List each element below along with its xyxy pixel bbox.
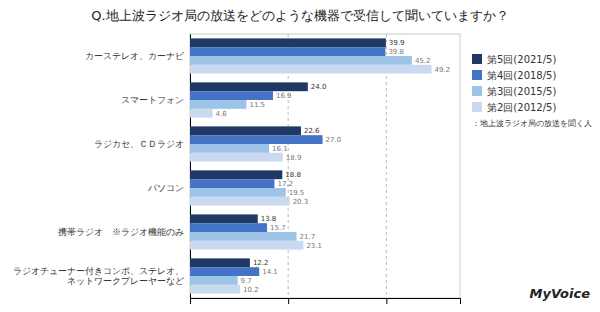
y-axis: カーステレオ、カーナビスマートフォンラジカセ、ＣＤラジオパソコン携帯ラジオ ※ラ… xyxy=(13,35,191,299)
legend-swatch xyxy=(472,54,482,64)
chart: カーステレオ、カーナビスマートフォンラジカセ、ＣＤラジオパソコン携帯ラジオ ※ラ… xyxy=(0,0,600,312)
bar xyxy=(190,100,246,109)
legend-label: 第2回(2012/5) xyxy=(487,102,556,113)
data-label: 4.6 xyxy=(216,110,228,118)
data-label: 49.2 xyxy=(435,66,451,74)
series-bars xyxy=(190,47,385,276)
y-tick: ラジカセ、ＣＤラジオ xyxy=(94,139,184,149)
bar xyxy=(190,91,273,100)
y-tick-label: 携帯ラジオ ※ラジオ機能のみ xyxy=(58,227,184,237)
data-label: 23.1 xyxy=(306,242,322,250)
data-label: 9.7 xyxy=(241,277,252,285)
data-label: 27.0 xyxy=(326,136,342,144)
x-tick xyxy=(386,298,387,304)
y-tick-label: ラジオチューナー付きコンポ、ステレオ、ネットワークプレーヤーなど xyxy=(13,266,184,286)
series-bars xyxy=(190,56,412,285)
y-tick: カーステレオ、カーナビ xyxy=(85,51,185,61)
data-label: 14.1 xyxy=(262,268,278,276)
bar xyxy=(190,223,267,232)
x-tick xyxy=(288,298,289,304)
legend-swatch xyxy=(472,70,482,80)
bar xyxy=(190,197,290,206)
bar xyxy=(190,82,308,91)
bar xyxy=(190,65,432,74)
data-label: 10.2 xyxy=(243,286,259,294)
legend-label: 第5回(2021/5) xyxy=(487,54,556,65)
legend-item: 第2回(2012/5) xyxy=(472,102,556,113)
data-label: 24.0 xyxy=(311,83,327,91)
legend-item: 第3回(2015/5) xyxy=(472,86,556,97)
data-label: 39.9 xyxy=(389,39,405,47)
y-tick-label: パソコン xyxy=(147,183,184,193)
bar xyxy=(190,232,297,241)
data-label: 45.2 xyxy=(415,57,431,65)
legend: 第5回(2021/5) 第4回(2018/5) 第3回(2015/5) 第2回(201… xyxy=(472,54,556,113)
bar xyxy=(190,170,282,179)
legend-swatch xyxy=(472,86,482,96)
data-label: 16.1 xyxy=(272,145,288,153)
title: Q.地上波ラジオ局の放送をどのような機器で受信して聞いていますか？ xyxy=(91,8,508,23)
y-tick: スマートフォン xyxy=(121,95,184,105)
bar xyxy=(190,47,385,56)
data-label: 13.8 xyxy=(261,215,277,223)
data-label: 11.5 xyxy=(249,101,265,109)
bar xyxy=(190,285,240,294)
y-tick: 携帯ラジオ ※ラジオ機能のみ xyxy=(58,227,184,237)
legend-item: 第4回(2018/5) xyxy=(472,70,556,81)
bar xyxy=(190,109,213,118)
bar xyxy=(190,276,238,285)
y-tick: パソコン xyxy=(147,183,184,193)
bar xyxy=(190,214,258,223)
bar xyxy=(190,144,269,153)
bar xyxy=(190,126,301,135)
data-label: 17.2 xyxy=(277,180,293,188)
data-label: 12.2 xyxy=(253,259,269,267)
series-bars xyxy=(190,65,432,294)
x-axis xyxy=(191,298,461,304)
data-label: 18.9 xyxy=(286,154,302,162)
data-label: 15.7 xyxy=(270,224,286,232)
legend-swatch xyxy=(472,102,482,112)
bars xyxy=(190,38,432,293)
data-label: 21.7 xyxy=(300,233,316,241)
watermark: MyVoice xyxy=(530,286,591,301)
x-axis-line xyxy=(191,299,461,305)
data-label: 19.5 xyxy=(289,189,305,197)
y-tick-label: カーステレオ、カーナビ xyxy=(85,51,185,61)
x-tick-mark xyxy=(386,298,387,304)
legend-item: 第5回(2021/5) xyxy=(472,54,556,65)
bar xyxy=(190,38,386,47)
y-tick-label: スマートフォン xyxy=(121,95,184,105)
data-label: 16.9 xyxy=(276,92,292,100)
legend-label: 第3回(2015/5) xyxy=(487,86,556,97)
bar xyxy=(190,241,303,250)
data-labels: 39.9 24.0 22.6 18.8 13.8 12.2 39.8 16.9 27.0 17.2… xyxy=(216,39,451,293)
data-label: 18.8 xyxy=(285,171,301,179)
bar xyxy=(190,267,259,276)
data-label: 39.8 xyxy=(388,48,404,56)
data-label: 22.6 xyxy=(304,127,320,135)
data-label: 20.3 xyxy=(293,198,309,206)
bar xyxy=(190,56,412,65)
bar xyxy=(190,179,274,188)
annotation: ：地上波ラジオ局の放送を聞く人 xyxy=(472,119,592,128)
x-tick-mark xyxy=(288,298,289,304)
bar xyxy=(190,258,250,267)
bar xyxy=(190,135,323,144)
legend-label: 第4回(2018/5) xyxy=(487,70,556,81)
y-tick: ラジオチューナー付きコンポ、ステレオ、ネットワークプレーヤーなど xyxy=(13,266,184,286)
plot-frame xyxy=(190,34,460,298)
bar xyxy=(190,188,286,197)
bar xyxy=(190,153,283,162)
y-tick-label: ラジカセ、ＣＤラジオ xyxy=(94,139,184,149)
